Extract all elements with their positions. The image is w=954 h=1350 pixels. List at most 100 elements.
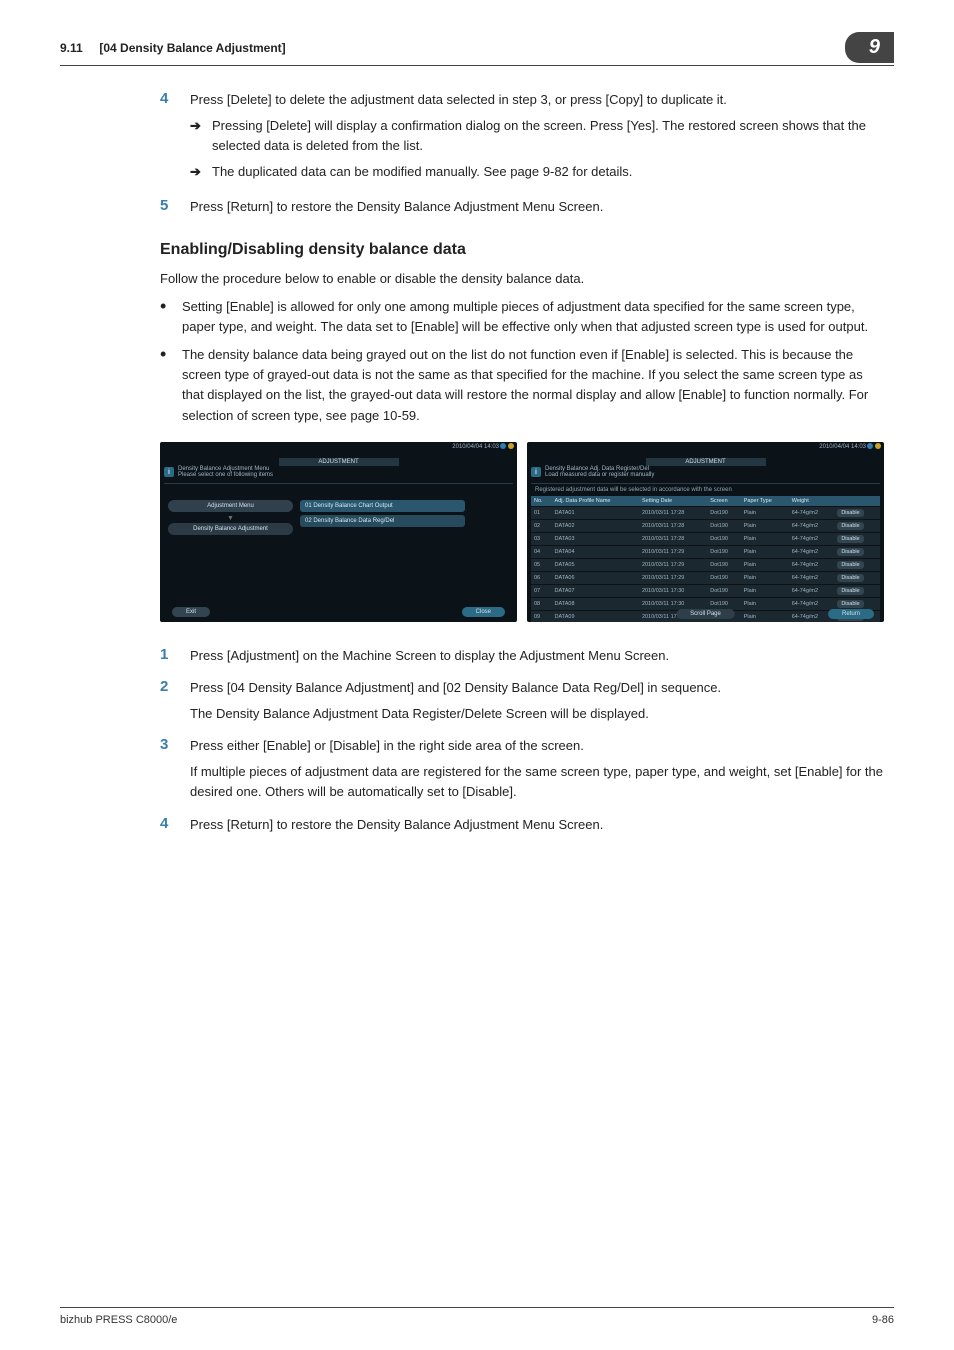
shot-tab: ADJUSTMENT: [646, 458, 766, 466]
table-cell: 64-74g/m2: [789, 532, 835, 545]
table-cell: Plain: [741, 532, 789, 545]
table-header-cell: [834, 496, 880, 507]
table-row[interactable]: 03DATA032010/03/11 17:28Dot190Plain64-74…: [531, 532, 880, 545]
nav-density-balance[interactable]: Density Balance Adjustment: [168, 523, 293, 535]
table-cell: Plain: [741, 610, 789, 621]
bullet-text: The density balance data being grayed ou…: [182, 345, 884, 426]
table-row[interactable]: 07DATA072010/03/11 17:30Dot190Plain64-74…: [531, 584, 880, 597]
screenshot-register-delete: 2010/04/04 14:03 ADJUSTMENT i Density Ba…: [527, 442, 884, 622]
bullet-text: Setting [Enable] is allowed for only one…: [182, 297, 884, 337]
disable-button[interactable]: Disable: [837, 587, 863, 595]
table-cell: Dot190: [707, 584, 741, 597]
table-cell: Dot190: [707, 519, 741, 532]
step-sub-text: The duplicated data can be modified manu…: [212, 162, 884, 182]
step-text: Press [Return] to restore the Density Ba…: [190, 815, 884, 835]
footer-page: 9-86: [872, 1314, 894, 1326]
table-cell: Plain: [741, 545, 789, 558]
shot-status-icons: [867, 443, 881, 449]
table-cell: DATA03: [552, 532, 639, 545]
table-row[interactable]: 05DATA052010/03/11 17:29Dot190Plain64-74…: [531, 558, 880, 571]
table-cell: Dot190: [707, 532, 741, 545]
step-text: Press either [Enable] or [Disable] in th…: [190, 736, 884, 756]
option-data-reg-del[interactable]: 02 Density Balance Data Reg/Del: [300, 515, 465, 527]
table-cell: 2010/03/11 17:29: [639, 545, 707, 558]
page-header: 9.11 [04 Density Balance Adjustment] 9: [60, 32, 894, 66]
shot-tab: ADJUSTMENT: [279, 458, 399, 466]
enable-cell: Disable: [834, 584, 880, 597]
table-cell: 2010/03/11 17:28: [639, 506, 707, 519]
step-4: 4 Press [Delete] to delete the adjustmen…: [160, 90, 884, 189]
table-cell: 2010/03/11 17:30: [639, 584, 707, 597]
step-1: 1 Press [Adjustment] on the Machine Scre…: [160, 646, 884, 666]
step-sub-item: ➔ Pressing [Delete] will display a confi…: [190, 116, 884, 156]
step-number: 1: [160, 646, 190, 666]
adjustment-data-table: No.Adj. Data Profile NameSetting DateScr…: [531, 496, 880, 622]
table-cell: Dot190: [707, 545, 741, 558]
step-4b: 4 Press [Return] to restore the Density …: [160, 815, 884, 835]
table-header-cell: Adj. Data Profile Name: [552, 496, 639, 507]
chevron-down-icon: ▼: [168, 515, 293, 522]
section-title: [04 Density Balance Adjustment]: [99, 41, 285, 55]
table-cell: DATA06: [552, 571, 639, 584]
step-sub-item: ➔ The duplicated data can be modified ma…: [190, 162, 884, 182]
enable-cell: Disable: [834, 519, 880, 532]
bullet-icon: •: [160, 345, 182, 426]
screenshot-row: 2010/04/04 14:03 ADJUSTMENT i Density Ba…: [160, 442, 884, 622]
step-text-2: If multiple pieces of adjustment data ar…: [190, 762, 884, 802]
step-number: 2: [160, 678, 190, 724]
table-cell: 2010/03/11 17:29: [639, 558, 707, 571]
arrow-icon: ➔: [190, 116, 212, 156]
enable-cell: Disable: [834, 506, 880, 519]
section-no: 9.11: [60, 41, 83, 55]
nav-adjustment-menu[interactable]: Adjustment Menu: [168, 500, 293, 512]
bullet-icon: •: [160, 297, 182, 337]
disable-button[interactable]: Disable: [837, 548, 863, 556]
table-cell: 64-74g/m2: [789, 506, 835, 519]
table-cell: 2010/03/11 17:28: [639, 519, 707, 532]
step-2: 2 Press [04 Density Balance Adjustment] …: [160, 678, 884, 724]
disable-button[interactable]: Disable: [837, 600, 863, 608]
table-header-cell: No.: [531, 496, 552, 507]
disable-button[interactable]: Disable: [837, 561, 863, 569]
table-cell: 03: [531, 532, 552, 545]
table-header-cell: Paper Type: [741, 496, 789, 507]
table-row[interactable]: 04DATA042010/03/11 17:29Dot190Plain64-74…: [531, 545, 880, 558]
table-cell: 64-74g/m2: [789, 597, 835, 610]
table-cell: 2010/03/11 17:28: [639, 532, 707, 545]
exit-button[interactable]: Exit: [172, 607, 210, 617]
info-icon: i: [531, 467, 541, 477]
disable-button[interactable]: Disable: [837, 535, 863, 543]
disable-button[interactable]: Disable: [837, 509, 863, 517]
step-5: 5 Press [Return] to restore the Density …: [160, 197, 884, 217]
table-cell: Plain: [741, 558, 789, 571]
enable-cell: Disable: [834, 558, 880, 571]
chapter-badge: 9: [845, 32, 894, 63]
table-row[interactable]: 01DATA012010/03/11 17:28Dot190Plain64-74…: [531, 506, 880, 519]
table-cell: DATA02: [552, 519, 639, 532]
close-button[interactable]: Close: [462, 607, 505, 617]
disable-button[interactable]: Disable: [837, 522, 863, 530]
section-heading: Enabling/Disabling density balance data: [160, 241, 884, 259]
option-chart-output[interactable]: 01 Density Balance Chart Output: [300, 500, 465, 512]
step-text: Press [Adjustment] on the Machine Screen…: [190, 646, 884, 666]
table-cell: Dot190: [707, 558, 741, 571]
return-button[interactable]: Return: [828, 609, 874, 619]
table-cell: Plain: [741, 571, 789, 584]
table-cell: 02: [531, 519, 552, 532]
table-row[interactable]: 02DATA022010/03/11 17:28Dot190Plain64-74…: [531, 519, 880, 532]
screenshot-menu: 2010/04/04 14:03 ADJUSTMENT i Density Ba…: [160, 442, 517, 622]
table-row[interactable]: 06DATA062010/03/11 17:29Dot190Plain64-74…: [531, 571, 880, 584]
section-intro: Follow the procedure below to enable or …: [160, 269, 884, 289]
table-cell: DATA01: [552, 506, 639, 519]
shot-title-l1: Density Balance Adj. Data Register/Del: [545, 466, 654, 473]
scroll-page-button[interactable]: Scroll Page: [676, 609, 735, 619]
table-cell: 09: [531, 610, 552, 621]
step-number: 5: [160, 197, 190, 217]
table-cell: DATA05: [552, 558, 639, 571]
table-header-cell: Weight: [789, 496, 835, 507]
table-cell: 64-74g/m2: [789, 558, 835, 571]
disable-button[interactable]: Disable: [837, 574, 863, 582]
step-sub-text: Pressing [Delete] will display a confirm…: [212, 116, 884, 156]
table-cell: 64-74g/m2: [789, 584, 835, 597]
table-cell: DATA09: [552, 610, 639, 621]
